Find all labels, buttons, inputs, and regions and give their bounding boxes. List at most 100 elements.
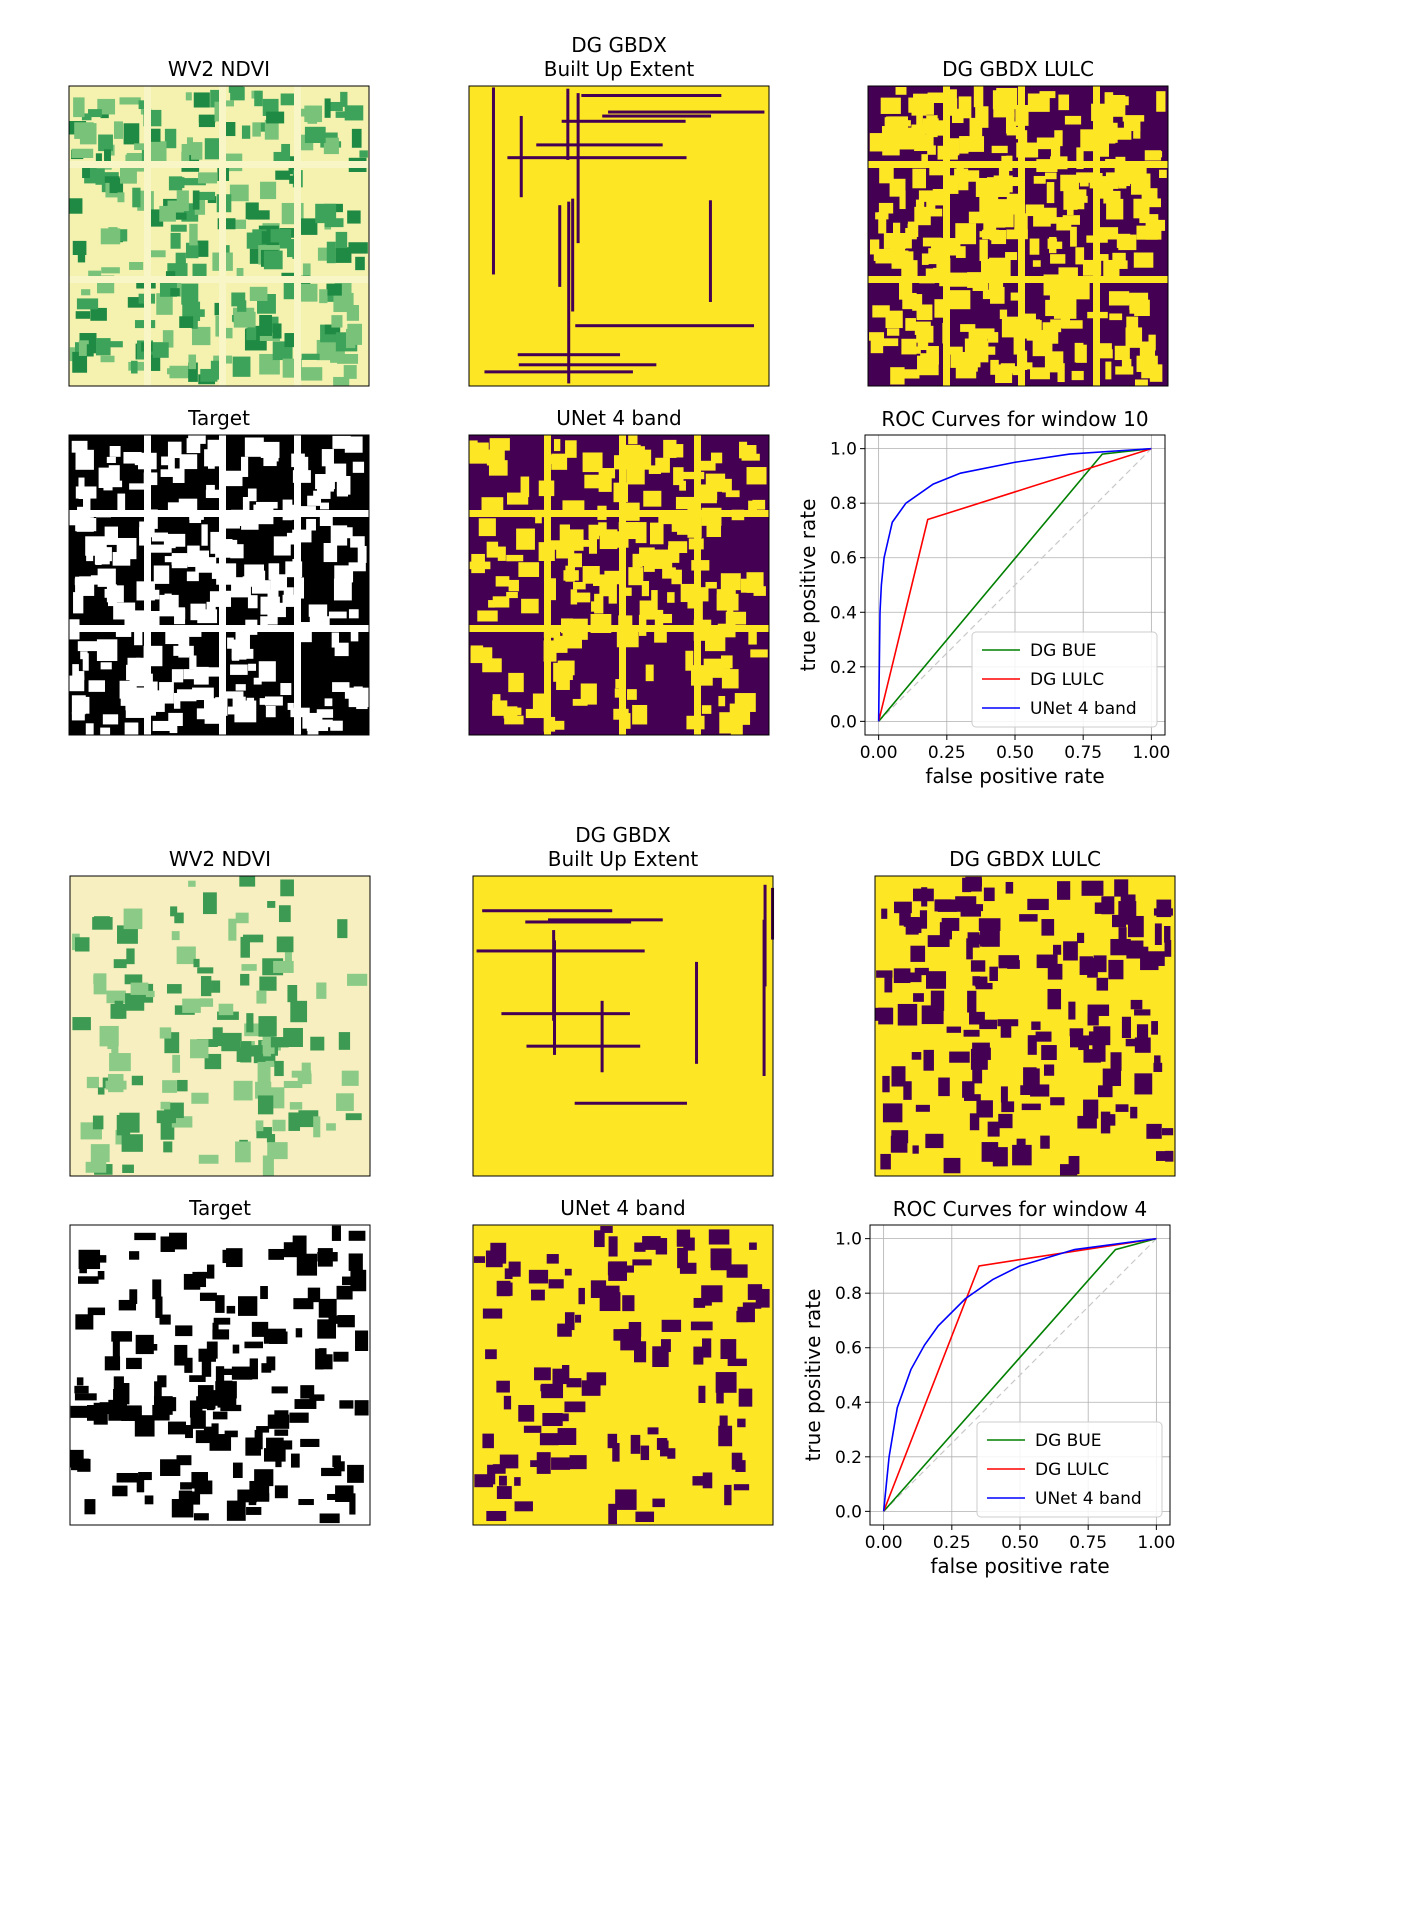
image-feature bbox=[1001, 1086, 1008, 1102]
image-feature bbox=[347, 1465, 364, 1483]
image-feature bbox=[1131, 182, 1150, 195]
image-feature bbox=[302, 354, 320, 360]
image-feature bbox=[1036, 1032, 1052, 1042]
image-feature bbox=[1006, 882, 1014, 894]
image-feature bbox=[210, 532, 220, 554]
image-feature bbox=[557, 1324, 572, 1337]
image-feature bbox=[259, 315, 272, 336]
image-feature bbox=[518, 562, 539, 577]
image-feature bbox=[875, 1008, 892, 1021]
image-feature bbox=[926, 971, 946, 989]
image-feature bbox=[979, 347, 995, 355]
image-feature bbox=[95, 550, 101, 565]
image-feature bbox=[280, 880, 294, 897]
panel-title: UNet 4 band bbox=[556, 406, 682, 430]
image-feature bbox=[711, 1255, 730, 1271]
image-feature bbox=[570, 1455, 587, 1469]
image-feature bbox=[739, 1389, 753, 1407]
image-feature bbox=[332, 1226, 341, 1241]
image-feature bbox=[661, 1339, 671, 1352]
image-feature bbox=[194, 1513, 209, 1520]
image-feature bbox=[881, 909, 887, 919]
image-feature bbox=[499, 1476, 507, 1486]
image-feature bbox=[922, 1005, 944, 1024]
image-feature bbox=[1054, 130, 1062, 146]
image-feature bbox=[227, 1306, 236, 1314]
panel-title: WV2 NDVI bbox=[169, 847, 271, 871]
image-feature bbox=[176, 213, 187, 220]
image-feature bbox=[913, 889, 934, 902]
image-feature bbox=[980, 1048, 991, 1060]
image-feature bbox=[608, 1263, 622, 1276]
image-feature bbox=[288, 1112, 300, 1131]
image-feature bbox=[876, 249, 893, 264]
image-feature bbox=[871, 340, 883, 353]
image-feature bbox=[172, 1055, 180, 1073]
image-feature bbox=[161, 1102, 171, 1110]
image-feature bbox=[94, 973, 107, 994]
image-feature bbox=[78, 641, 98, 651]
image-feature bbox=[306, 519, 316, 531]
panel-title: DG GBDX LULC bbox=[942, 57, 1094, 81]
image-feature bbox=[1065, 116, 1081, 125]
image-feature bbox=[138, 1472, 152, 1480]
image-panel bbox=[473, 1225, 773, 1525]
image-feature bbox=[955, 223, 976, 244]
image-feature bbox=[667, 592, 674, 603]
x-tick-label: 0.25 bbox=[933, 1533, 971, 1553]
image-feature bbox=[642, 581, 649, 596]
image-feature bbox=[188, 355, 196, 370]
image-feature bbox=[275, 1485, 288, 1498]
image-street bbox=[469, 510, 769, 517]
image-feature bbox=[525, 920, 631, 923]
image-feature bbox=[325, 98, 331, 117]
image-feature bbox=[507, 493, 528, 505]
image-feature bbox=[483, 1309, 502, 1319]
image-feature bbox=[157, 1375, 166, 1387]
image-feature bbox=[583, 566, 600, 584]
image-feature bbox=[747, 467, 767, 484]
image-feature bbox=[566, 89, 569, 160]
image-feature bbox=[266, 1356, 275, 1370]
image-feature bbox=[894, 902, 912, 913]
image-feature bbox=[76, 450, 94, 470]
image-feature bbox=[1137, 1024, 1148, 1044]
image-feature bbox=[318, 720, 333, 728]
image-feature bbox=[233, 357, 251, 377]
image-feature bbox=[1050, 254, 1065, 264]
image-feature bbox=[663, 440, 676, 458]
legend-label: DG LULC bbox=[1030, 670, 1104, 690]
x-tick-label: 1.00 bbox=[1132, 743, 1170, 763]
image-feature bbox=[989, 258, 997, 276]
image-feature bbox=[996, 88, 1017, 109]
image-feature bbox=[1030, 239, 1040, 255]
image-panel bbox=[70, 1225, 370, 1525]
image-feature bbox=[234, 1081, 253, 1101]
image-street bbox=[69, 510, 369, 517]
image-feature bbox=[891, 1136, 908, 1153]
image-feature bbox=[254, 678, 262, 685]
image-feature bbox=[1102, 1114, 1116, 1126]
image-feature bbox=[253, 570, 263, 577]
image-feature bbox=[225, 122, 235, 136]
image-feature bbox=[259, 977, 276, 991]
image-feature bbox=[922, 253, 929, 264]
image-feature bbox=[1124, 117, 1141, 131]
image-feature bbox=[180, 454, 198, 469]
image-feature bbox=[905, 318, 916, 331]
image-feature bbox=[1040, 208, 1057, 224]
image-feature bbox=[721, 573, 741, 590]
image-feature bbox=[563, 570, 578, 580]
image-feature bbox=[345, 436, 363, 452]
image-feature bbox=[109, 481, 122, 488]
image-feature bbox=[254, 1469, 273, 1486]
panel-title: WV2 NDVI bbox=[168, 57, 270, 81]
image-feature bbox=[335, 643, 349, 656]
image-feature bbox=[201, 524, 207, 545]
image-feature bbox=[916, 326, 933, 343]
image-feature bbox=[317, 480, 334, 491]
image-feature bbox=[275, 171, 290, 180]
image-feature bbox=[117, 538, 137, 559]
image-panel bbox=[70, 876, 370, 1176]
image-feature bbox=[925, 1134, 943, 1148]
